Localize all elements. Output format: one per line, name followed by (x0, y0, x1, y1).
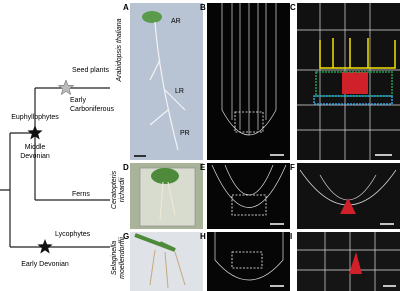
panel-E (207, 163, 290, 229)
panel-letter: F (290, 163, 295, 172)
panel-letters: A B C D E F G H I (123, 3, 296, 241)
panel-letter: D (123, 163, 129, 172)
panel-letter: B (200, 3, 206, 12)
node-label: Seed plants (72, 67, 109, 74)
panel-letter: I (290, 232, 292, 241)
root-label: AR (171, 18, 181, 25)
node-age: Middle (25, 144, 46, 151)
node-star (37, 239, 53, 254)
panel-letter: H (200, 232, 206, 241)
root-label: LR (175, 88, 184, 95)
species-name: Arabidopsis thaliana (116, 18, 123, 82)
panel-D (130, 163, 203, 229)
species-name: Selaginella (111, 241, 118, 275)
panel-letter: G (123, 232, 129, 241)
species-name: moellendorffii (119, 237, 126, 279)
species-name: Ceratopteris (111, 170, 118, 209)
panel-letter: E (200, 163, 206, 172)
node-label: Ferns (72, 191, 90, 198)
node-label: Lycophytes (55, 231, 91, 238)
phylogeny: Seed plants Early Carboniferous Euphyllo… (0, 67, 114, 268)
tree-branches (0, 87, 110, 248)
panel-I (297, 232, 400, 291)
node-age: Early (70, 97, 86, 104)
panel-letter: C (290, 3, 296, 12)
node-age: Carboniferous (70, 106, 114, 113)
panel-B (207, 3, 290, 160)
panel-C (297, 3, 400, 160)
panel-letter: A (123, 3, 129, 12)
species-name: richardii (119, 177, 126, 202)
node-age: Devonian (20, 153, 50, 160)
species-labels: Arabidopsis thaliana Ceratopteris richar… (111, 18, 126, 278)
node-age: Early Devonian (21, 261, 69, 268)
node-star (57, 79, 75, 95)
panel-H (207, 232, 290, 291)
panel-F (297, 163, 400, 229)
root-label: PR (180, 130, 190, 137)
panel-A: AR LR PR (130, 3, 203, 160)
panel-G (130, 232, 203, 291)
node-label: Euphyllophytes (11, 114, 59, 121)
